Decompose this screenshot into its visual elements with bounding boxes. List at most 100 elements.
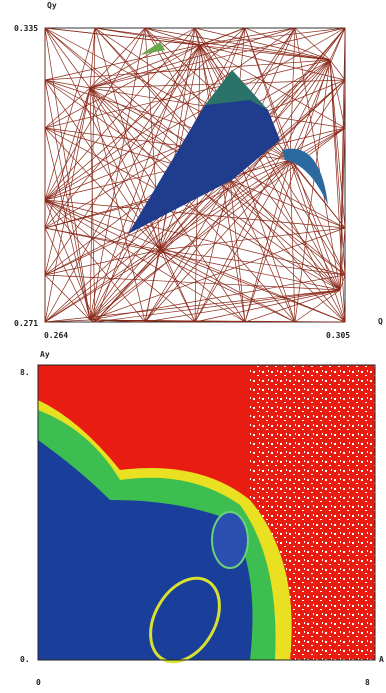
resonance-line [244, 27, 291, 161]
resonance-line [89, 27, 196, 321]
resonance-line [44, 44, 201, 129]
resonance-line [339, 79, 346, 291]
resonance-line [229, 179, 346, 276]
resonance-line [94, 59, 331, 323]
resonance-line [44, 249, 161, 276]
x-left-label: 0 [36, 678, 41, 687]
resonance-line [194, 27, 331, 61]
resonance-line [244, 289, 341, 323]
resonance-line [44, 27, 146, 201]
resonance-line [44, 274, 91, 321]
resonance-line [44, 179, 231, 323]
resonance-line [289, 79, 346, 161]
resonance-line [89, 87, 196, 323]
resonance-line [44, 59, 331, 129]
y-axis-label: Ay [40, 350, 50, 359]
resonance-line [44, 127, 341, 291]
resonance-line [44, 274, 341, 291]
resonance-line [44, 87, 91, 323]
resonance-line [44, 199, 196, 323]
resonance-line [199, 44, 346, 129]
resonance-line [44, 27, 91, 89]
resonance-line [44, 227, 161, 251]
resonance-line [199, 44, 346, 81]
resonance-line [89, 319, 296, 323]
bottom-panel: Ay 8. 0. 0 8 A [20, 350, 384, 687]
resonance-line [44, 27, 296, 201]
resonance-line [159, 249, 296, 323]
resonance-line [339, 227, 346, 291]
tune-footprint [128, 70, 280, 234]
resonance-line [194, 27, 341, 291]
resonance-line [44, 199, 96, 323]
resonance-line [244, 27, 331, 61]
resonance-line [289, 159, 346, 276]
resonance-line [144, 27, 201, 46]
resonance-line [44, 199, 246, 323]
resonance-line [329, 59, 346, 323]
resonance-line [94, 179, 231, 323]
resonance-line [339, 274, 346, 291]
resonance-line [44, 44, 201, 323]
resonance-line [44, 199, 346, 276]
resonance-line [229, 179, 346, 323]
resonance-line [194, 59, 331, 323]
resonance-line [44, 44, 201, 276]
resonance-line [94, 289, 341, 323]
resonance-line [44, 59, 331, 81]
resonance-line [199, 27, 346, 46]
resonance-line [44, 27, 246, 201]
resonance-line [44, 27, 331, 61]
y-top-label: 0.335 [14, 24, 38, 33]
resonance-line [89, 27, 346, 89]
resonance-line [329, 59, 346, 276]
resonance-line [89, 27, 96, 89]
bottom-plot-frame [37, 364, 376, 661]
resonance-line [329, 59, 346, 129]
resonance-line [44, 199, 346, 323]
footprint-island [140, 42, 165, 55]
resonance-line [229, 179, 296, 323]
top-panel: Qy 0.335 0.271 0.264 0.305 Q [14, 1, 383, 340]
y-bottom-label: 0. [20, 655, 30, 664]
resonance-line [144, 179, 231, 323]
resonance-line [94, 27, 331, 61]
y-bottom-label: 0.271 [14, 319, 38, 328]
resonance-line [144, 59, 331, 323]
resonance-line [289, 27, 346, 161]
y-top-label: 8. [20, 368, 30, 377]
resonance-line [159, 249, 346, 276]
resonance-line [194, 289, 341, 323]
resonance-line [159, 249, 246, 323]
resonance-line [294, 289, 341, 323]
resonance-line [294, 59, 331, 323]
resonance-line [94, 44, 201, 323]
resonance-line [229, 179, 246, 323]
resonance-line [89, 227, 346, 321]
footprint-edge [205, 70, 268, 110]
resonance-line [44, 44, 201, 229]
resonance-line [294, 27, 341, 291]
resonance-line [44, 319, 91, 323]
island-ring [149, 576, 221, 664]
resonance-line [44, 289, 341, 323]
resonance-line [159, 127, 346, 251]
resonance-line [44, 44, 201, 81]
x-right-label: 0.305 [326, 331, 350, 340]
resonance-line [44, 159, 291, 276]
resonance-line [94, 159, 291, 323]
resonance-line [159, 249, 346, 323]
resonance-line [244, 59, 331, 323]
resonance-line [44, 199, 146, 323]
resonance-line [199, 27, 246, 46]
x-axis-label: A [379, 655, 384, 664]
resonance-line [44, 27, 96, 201]
resonance-line [289, 159, 346, 323]
resonance-line [44, 79, 91, 89]
resonance-line [199, 27, 296, 46]
footprint-tail [282, 148, 328, 205]
x-left-label: 0.264 [44, 331, 68, 340]
blue-region [38, 440, 253, 660]
inner-island [211, 511, 249, 569]
